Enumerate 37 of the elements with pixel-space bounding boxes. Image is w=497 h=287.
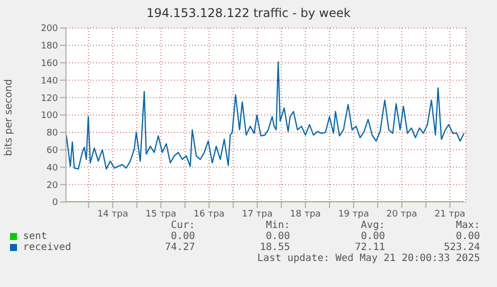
x-tick-label: 21 тра	[434, 209, 466, 220]
text: Avg:	[360, 220, 385, 231]
x-tick-label: 16 тра	[194, 209, 224, 220]
legend-label: sent	[23, 231, 48, 242]
y-tick-label: 140	[40, 76, 58, 86]
text: Cur:	[170, 220, 195, 231]
y-tick-label: 180	[40, 42, 58, 52]
x-tick-label: 20 тра	[386, 209, 418, 220]
x-tick-label: 15 тра	[146, 209, 176, 220]
y-tick-label: 80	[46, 128, 58, 139]
y-tick-label: 0	[52, 198, 58, 208]
y-tick-label: 120	[40, 94, 58, 104]
y-axis-title: bits per second	[4, 78, 14, 156]
y-tick-label: 60	[46, 146, 58, 156]
text: 0.00	[360, 231, 385, 242]
x-tick-label: 18 тра	[290, 209, 321, 220]
text: 18.55	[258, 242, 290, 253]
y-tick-label: 160	[40, 58, 58, 69]
y-tick-label: 200	[40, 24, 58, 34]
text: 74.27	[164, 242, 195, 253]
y-tick-label: 20	[46, 180, 58, 191]
chart-title: 194.153.128.122 traffic - by week	[145, 5, 352, 22]
text: Min:	[264, 220, 290, 231]
y-tick-label: 40	[46, 163, 58, 174]
text: Last update: Wed May 21 20:00:33 2025	[256, 253, 480, 264]
x-tick-label: 19 тра	[338, 209, 369, 220]
y-tick-label: 100	[40, 111, 58, 122]
line-series	[66, 61, 465, 170]
text: 0.00	[264, 231, 290, 242]
x-tick-label: 14 тра	[97, 209, 128, 220]
x-tick-label: 17 тра	[242, 209, 273, 220]
text: 0.00	[454, 231, 480, 242]
text: 0.00	[170, 231, 195, 242]
legend-label: received	[23, 242, 72, 253]
text: 72.11	[354, 242, 385, 253]
text: Max:	[454, 220, 480, 231]
text: 523.24	[442, 242, 480, 253]
